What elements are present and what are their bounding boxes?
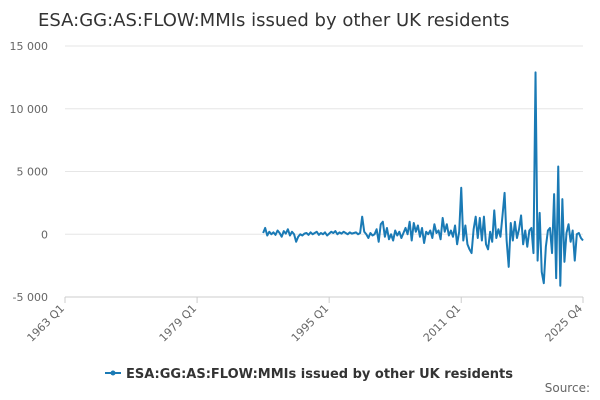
- y-tick-label: 15 000: [10, 40, 49, 53]
- chart-title: ESA:GG:AS:FLOW:MMIs issued by other UK r…: [38, 10, 510, 31]
- x-tick-label: 1995 Q1: [289, 302, 332, 345]
- x-tick-label: 1963 Q1: [25, 302, 68, 345]
- y-tick-label: -5 000: [13, 291, 48, 304]
- y-tick-label: 5 000: [17, 166, 49, 179]
- y-tick-label: 0: [41, 228, 48, 241]
- x-tick-label: 1979 Q1: [157, 302, 200, 345]
- x-tick-label: 2025 Q4: [543, 302, 586, 345]
- series-line: [262, 71, 584, 287]
- legend-label: ESA:GG:AS:FLOW:MMIs issued by other UK r…: [126, 367, 513, 382]
- source: Source:: [545, 381, 590, 395]
- x-tick-label: 2011 Q1: [421, 302, 464, 345]
- y-tick-label: 10 000: [10, 103, 49, 116]
- legend-marker: [110, 370, 116, 376]
